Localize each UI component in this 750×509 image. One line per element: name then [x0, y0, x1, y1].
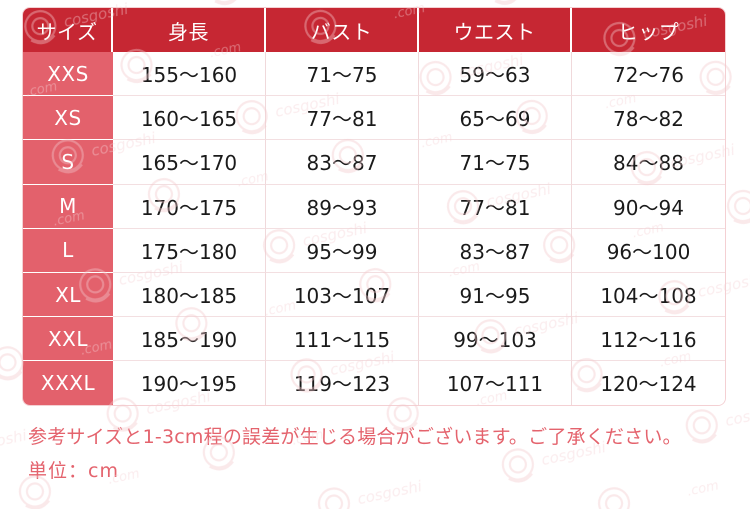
cell-size: M [23, 184, 113, 229]
cell-hip: 78〜82 [572, 96, 725, 141]
cell-height: 180〜185 [113, 272, 266, 318]
table-row: XXL 185〜190 111〜115 99〜103 112〜116 [23, 317, 725, 362]
tolerance-note: 参考サイズと1-3cm程の誤差が生じる場合がございます。ご了承ください。 [28, 426, 682, 448]
cell-bust: 83〜87 [266, 140, 419, 185]
cell-bust: 103〜107 [266, 272, 419, 318]
cell-waist: 83〜87 [419, 228, 572, 273]
cell-hip: 90〜94 [572, 184, 725, 229]
cell-waist: 99〜103 [419, 317, 572, 362]
cell-bust: 89〜93 [266, 184, 419, 229]
cell-waist: 59〜63 [419, 52, 572, 97]
cell-size: XXXL [23, 361, 113, 405]
cell-waist: 107〜111 [419, 361, 572, 405]
table-row: S 165〜170 83〜87 71〜75 84〜88 [23, 140, 725, 185]
cell-height: 175〜180 [113, 228, 266, 273]
cell-bust: 77〜81 [266, 96, 419, 141]
cell-hip: 120〜124 [572, 361, 725, 405]
cell-hip: 72〜76 [572, 52, 725, 97]
column-header-hip: ヒップ [572, 8, 725, 52]
cell-height: 155〜160 [113, 52, 266, 97]
cell-size: XS [23, 96, 113, 141]
cell-hip: 96〜100 [572, 228, 725, 273]
header-row: サイズ 身長 バスト ウエスト ヒップ [23, 8, 725, 52]
cell-size: XL [23, 272, 113, 318]
cell-bust: 119〜123 [266, 361, 419, 405]
cell-size: XXS [23, 52, 113, 97]
cell-hip: 104〜108 [572, 272, 725, 318]
table-row: XXS 155〜160 71〜75 59〜63 72〜76 [23, 52, 725, 97]
cell-bust: 111〜115 [266, 317, 419, 362]
cell-waist: 71〜75 [419, 140, 572, 185]
column-header-height: 身長 [113, 8, 266, 52]
table-row: L 175〜180 95〜99 83〜87 96〜100 [23, 228, 725, 273]
column-header-size: サイズ [23, 8, 113, 52]
cell-waist: 65〜69 [419, 96, 572, 141]
cell-height: 185〜190 [113, 317, 266, 362]
cell-height: 165〜170 [113, 140, 266, 185]
column-header-bust: バスト [266, 8, 419, 52]
cell-size: XXL [23, 317, 113, 362]
cell-height: 190〜195 [113, 361, 266, 405]
cell-hip: 84〜88 [572, 140, 725, 185]
table-row: XS 160〜165 77〜81 65〜69 78〜82 [23, 96, 725, 141]
cell-waist: 77〜81 [419, 184, 572, 229]
size-chart-table: サイズ 身長 バスト ウエスト ヒップ XXS 155〜160 71〜75 59… [23, 8, 725, 405]
cell-bust: 71〜75 [266, 52, 419, 97]
cell-size: S [23, 140, 113, 185]
cell-bust: 95〜99 [266, 228, 419, 273]
cell-height: 170〜175 [113, 184, 266, 229]
cell-hip: 112〜116 [572, 317, 725, 362]
table-row: XL 180〜185 103〜107 91〜95 104〜108 [23, 272, 725, 318]
table-header: サイズ 身長 バスト ウエスト ヒップ [23, 8, 725, 52]
unit-note: 単位：cm [28, 460, 119, 482]
cell-waist: 91〜95 [419, 272, 572, 318]
cell-height: 160〜165 [113, 96, 266, 141]
table-row: XXXL 190〜195 119〜123 107〜111 120〜124 [23, 361, 725, 405]
footer-notes: 参考サイズと1-3cm程の誤差が生じる場合がございます。ご了承ください。 単位：… [28, 420, 728, 488]
column-header-waist: ウエスト [419, 8, 572, 52]
table-body: XXS 155〜160 71〜75 59〜63 72〜76 XS 160〜165… [23, 52, 725, 405]
cell-size: L [23, 228, 113, 273]
table-row: M 170〜175 89〜93 77〜81 90〜94 [23, 184, 725, 229]
